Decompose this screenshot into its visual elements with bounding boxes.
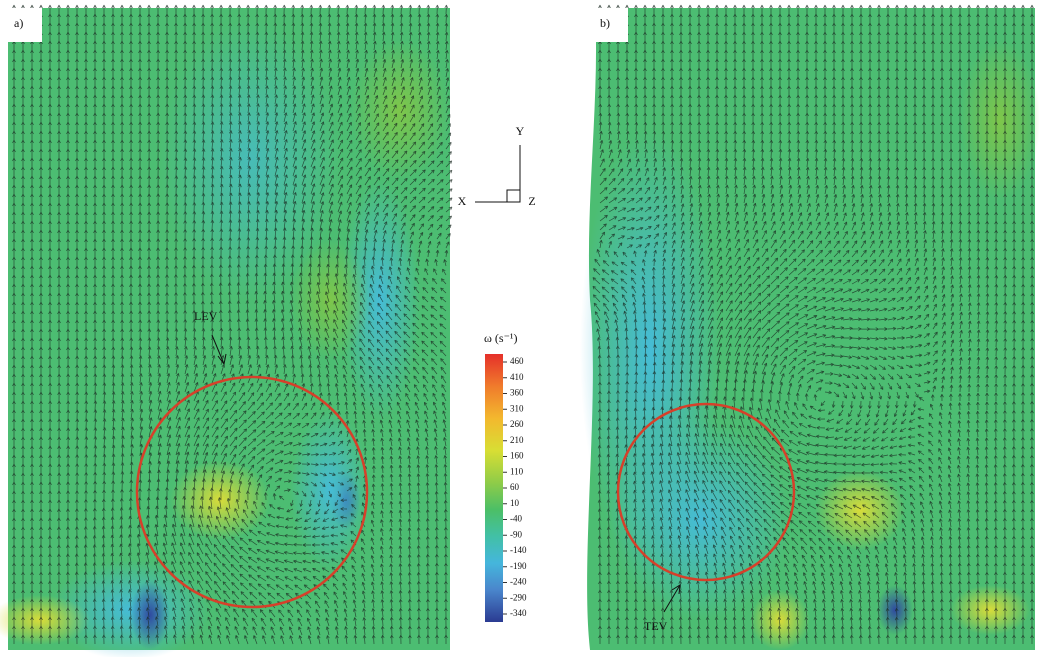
colorbar-tick-label: 410 (510, 372, 524, 382)
annotation: TEV (644, 619, 668, 633)
label-box (8, 8, 42, 42)
colorbar-tick-label: -290 (510, 592, 527, 602)
axis-triad: Y X Z (458, 124, 536, 208)
colorbar-tick-label: -140 (510, 545, 527, 555)
colorbar-tick-label: 160 (510, 451, 524, 461)
axis-label: Z (528, 194, 535, 208)
annotation-arrow (663, 584, 681, 613)
axis-label: X (458, 194, 467, 208)
panel-label: b) (600, 16, 610, 30)
colorbar-tick-label: -40 (510, 514, 522, 524)
colorbar-tick-label: -190 (510, 561, 527, 571)
vortex-circle (616, 402, 796, 582)
colorbar (485, 354, 503, 622)
colorbar-tick-label: 210 (510, 435, 524, 445)
annotation-arrow (211, 334, 227, 366)
colorbar-tick-label: 360 (510, 388, 524, 398)
colorbar-tick-label: 260 (510, 419, 524, 429)
vortex-circle (135, 375, 369, 609)
colorbar-tick-label: 60 (510, 482, 520, 492)
arrows (12, 4, 453, 645)
colorbar-ticks: 460 410 360 310 260 210 160 110 60 10 -40 -90 -140 -1… (503, 356, 527, 618)
colorbar-tick-label: -240 (510, 577, 527, 587)
vector-field (12, 4, 1034, 645)
annotation: LEV (194, 309, 218, 323)
label-box (594, 8, 628, 42)
colorbar-tick-label: -340 (510, 608, 527, 618)
panel-label: a) (14, 16, 23, 30)
axis-label: Y (516, 124, 525, 138)
colorbar-tick-label: 460 (510, 356, 524, 366)
colorbar-tick-label: -90 (510, 529, 522, 539)
panel-b (580, 8, 1040, 650)
colorbar-label: ω (s⁻¹) (484, 331, 518, 345)
colorbar-tick-label: 110 (510, 466, 524, 476)
colorbar-tick-label: 10 (510, 498, 520, 508)
colorbar-tick-label: 310 (510, 403, 524, 413)
arrows (592, 4, 1034, 645)
